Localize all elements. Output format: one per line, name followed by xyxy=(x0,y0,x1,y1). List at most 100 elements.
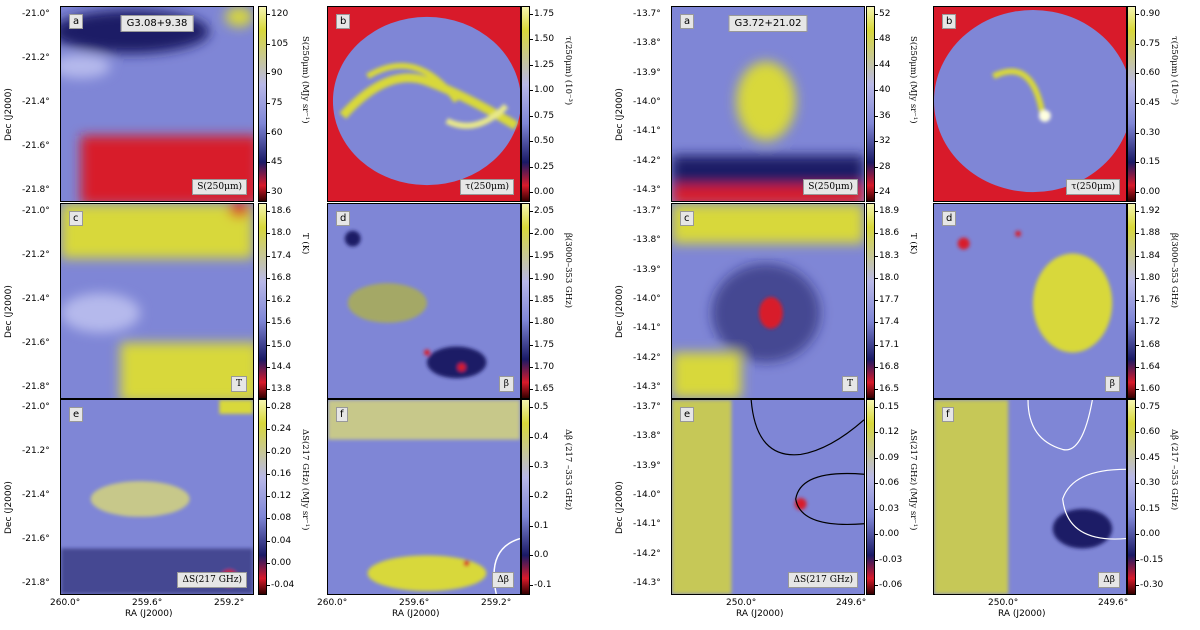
panel-quantity-label: Δβ xyxy=(492,572,514,588)
colorbar-tick-label: 17.4 xyxy=(879,317,900,328)
colorbar-tick-label: 0.00 xyxy=(1140,529,1161,540)
colorbar-tick-mark xyxy=(267,255,270,257)
right-colorbar-f xyxy=(1127,399,1136,595)
colorbar-label: ΔS(217 GHz) (MJy sr⁻¹) xyxy=(300,429,310,531)
colorbar-tick-mark xyxy=(530,115,533,117)
colorbar-tick-label: 105 xyxy=(271,38,289,49)
colorbar-tick-mark xyxy=(875,300,878,301)
colorbar-tick-label: 18.6 xyxy=(879,228,900,239)
colorbar-tick-mark xyxy=(1136,300,1139,301)
ra-tick-label: 260.0° xyxy=(317,598,348,608)
colorbar-tick-label: 0.28 xyxy=(271,402,292,412)
colorbar-tick-label: 120 xyxy=(271,9,289,19)
colorbar-tick-label: 18.0 xyxy=(271,228,292,239)
colorbar-tick-mark xyxy=(1136,559,1139,561)
colorbar-tick-label: 17.7 xyxy=(879,295,900,305)
dec-tick-label: -21.8° xyxy=(22,185,50,195)
colorbar-tick-label: 0.15 xyxy=(1140,503,1161,514)
dec-tick-label: -14.2° xyxy=(633,155,661,166)
dec-tick-label: -13.9° xyxy=(633,67,661,78)
colorbar-tick-mark xyxy=(267,300,270,301)
colorbar-tick-label: 0.08 xyxy=(271,513,292,524)
colorbar-tick-mark xyxy=(1136,73,1139,75)
colorbar-tick-mark xyxy=(530,389,533,390)
colorbar-tick-label: 0.3 xyxy=(534,461,549,472)
colorbar-tick-mark xyxy=(1136,432,1139,434)
colorbar-tick-mark xyxy=(530,496,533,497)
colorbar-tick-label: 2.05 xyxy=(534,206,555,216)
colorbar-tick-mark xyxy=(267,233,270,235)
colorbar-tick-label: 0.30 xyxy=(1140,478,1161,489)
colorbar-tick-label: 2.00 xyxy=(534,228,555,239)
colorbar-tick-label: 90 xyxy=(271,68,283,79)
colorbar-tick-label: 0.00 xyxy=(1140,187,1161,197)
colorbar-tick-label: 16.8 xyxy=(879,361,900,372)
colorbar-label: S(250μm) (MJy sr⁻¹) xyxy=(300,36,310,124)
dec-tick-label: -13.8° xyxy=(633,235,661,246)
colorbar-tick-mark xyxy=(530,525,533,527)
colorbar-tick-mark xyxy=(1136,211,1139,212)
dec-tick-label: -21.0° xyxy=(22,206,50,216)
colorbar-tick-mark xyxy=(530,555,533,557)
colorbar-tick-mark xyxy=(530,90,533,92)
panel-quantity-label: τ(250μm) xyxy=(1066,179,1120,195)
colorbar-tick-label: 1.90 xyxy=(534,272,555,283)
dec-tick-label: -14.0° xyxy=(633,490,661,500)
colorbar-tick-mark xyxy=(875,14,878,15)
colorbar-tick-label: 18.9 xyxy=(879,206,900,216)
colorbar-tick-label: 0.09 xyxy=(879,452,900,463)
dec-tick-label: -21.4° xyxy=(22,294,50,304)
colorbar-tick-mark xyxy=(875,166,878,168)
colorbar-tick-label: 0.12 xyxy=(271,491,292,501)
right-colorbar-c xyxy=(866,203,875,399)
colorbar-tick-mark xyxy=(267,389,270,390)
ra-axis-label: RA (J2000) xyxy=(736,609,784,619)
colorbar-tick-label: 16.2 xyxy=(271,295,292,305)
colorbar-tick-mark xyxy=(875,141,878,143)
colorbar-tick-label: 60 xyxy=(271,127,283,138)
colorbar-tick-label: 1.88 xyxy=(1140,228,1161,239)
colorbar-tick-mark xyxy=(267,192,270,193)
panel-quantity-label: S(250μm) xyxy=(192,179,247,195)
colorbar-tick-mark xyxy=(267,518,270,520)
dec-axis-label: Dec (J2000) xyxy=(4,88,14,141)
colorbar-tick-mark xyxy=(267,540,270,542)
colorbar-tick-label: 0.60 xyxy=(1140,68,1161,79)
colorbar-tick-mark xyxy=(1136,277,1139,279)
colorbar-tick-mark xyxy=(530,407,533,408)
colorbar-label: S(250μm) (MJy sr⁻¹) xyxy=(908,36,918,124)
source-title: G3.72+21.02 xyxy=(728,15,808,32)
panel-letter: c xyxy=(680,211,694,226)
colorbar-tick-mark xyxy=(875,508,878,510)
colorbar-tick-label: -0.06 xyxy=(879,580,903,590)
panel-quantity-label: Δβ xyxy=(1098,572,1120,588)
colorbar-tick-mark xyxy=(875,559,878,561)
colorbar-tick-label: 1.80 xyxy=(1140,272,1161,283)
dec-tick-label: -14.1° xyxy=(633,126,661,137)
ra-tick-label: 259.6° xyxy=(132,598,163,608)
colorbar-tick-mark xyxy=(875,344,878,346)
colorbar-label: ΔS(217 GHz) (MJy sr⁻¹) xyxy=(908,429,918,531)
right-panel-a: a S(250μm) G3.72+21.02 xyxy=(671,6,865,202)
dec-tick-label: -21.4° xyxy=(22,490,50,500)
colorbar-tick-mark xyxy=(530,192,533,193)
colorbar-tick-label: 16.8 xyxy=(271,272,292,283)
colorbar-label: τ(250μm) (10⁻³) xyxy=(1169,36,1179,106)
colorbar-tick-label: 0.45 xyxy=(1140,98,1161,108)
colorbar-tick-mark xyxy=(530,277,533,279)
right-colorbar-e xyxy=(866,399,875,595)
dec-axis-label: Dec (J2000) xyxy=(615,481,625,534)
colorbar-tick-label: 44 xyxy=(879,59,891,70)
colorbar-tick-label: 17.1 xyxy=(879,339,900,350)
panel-quantity-label: S(250μm) xyxy=(803,179,858,195)
panel-letter: a xyxy=(69,14,84,29)
colorbar-tick-mark xyxy=(1136,366,1139,368)
colorbar-tick-mark xyxy=(1136,132,1139,134)
ra-axis-label: RA (J2000) xyxy=(392,609,440,619)
panel-letter: e xyxy=(69,407,84,422)
colorbar-tick-mark xyxy=(267,162,270,164)
panel-quantity-label: ΔS(217 GHz) xyxy=(177,572,247,588)
colorbar-tick-label: 17.4 xyxy=(271,250,292,261)
